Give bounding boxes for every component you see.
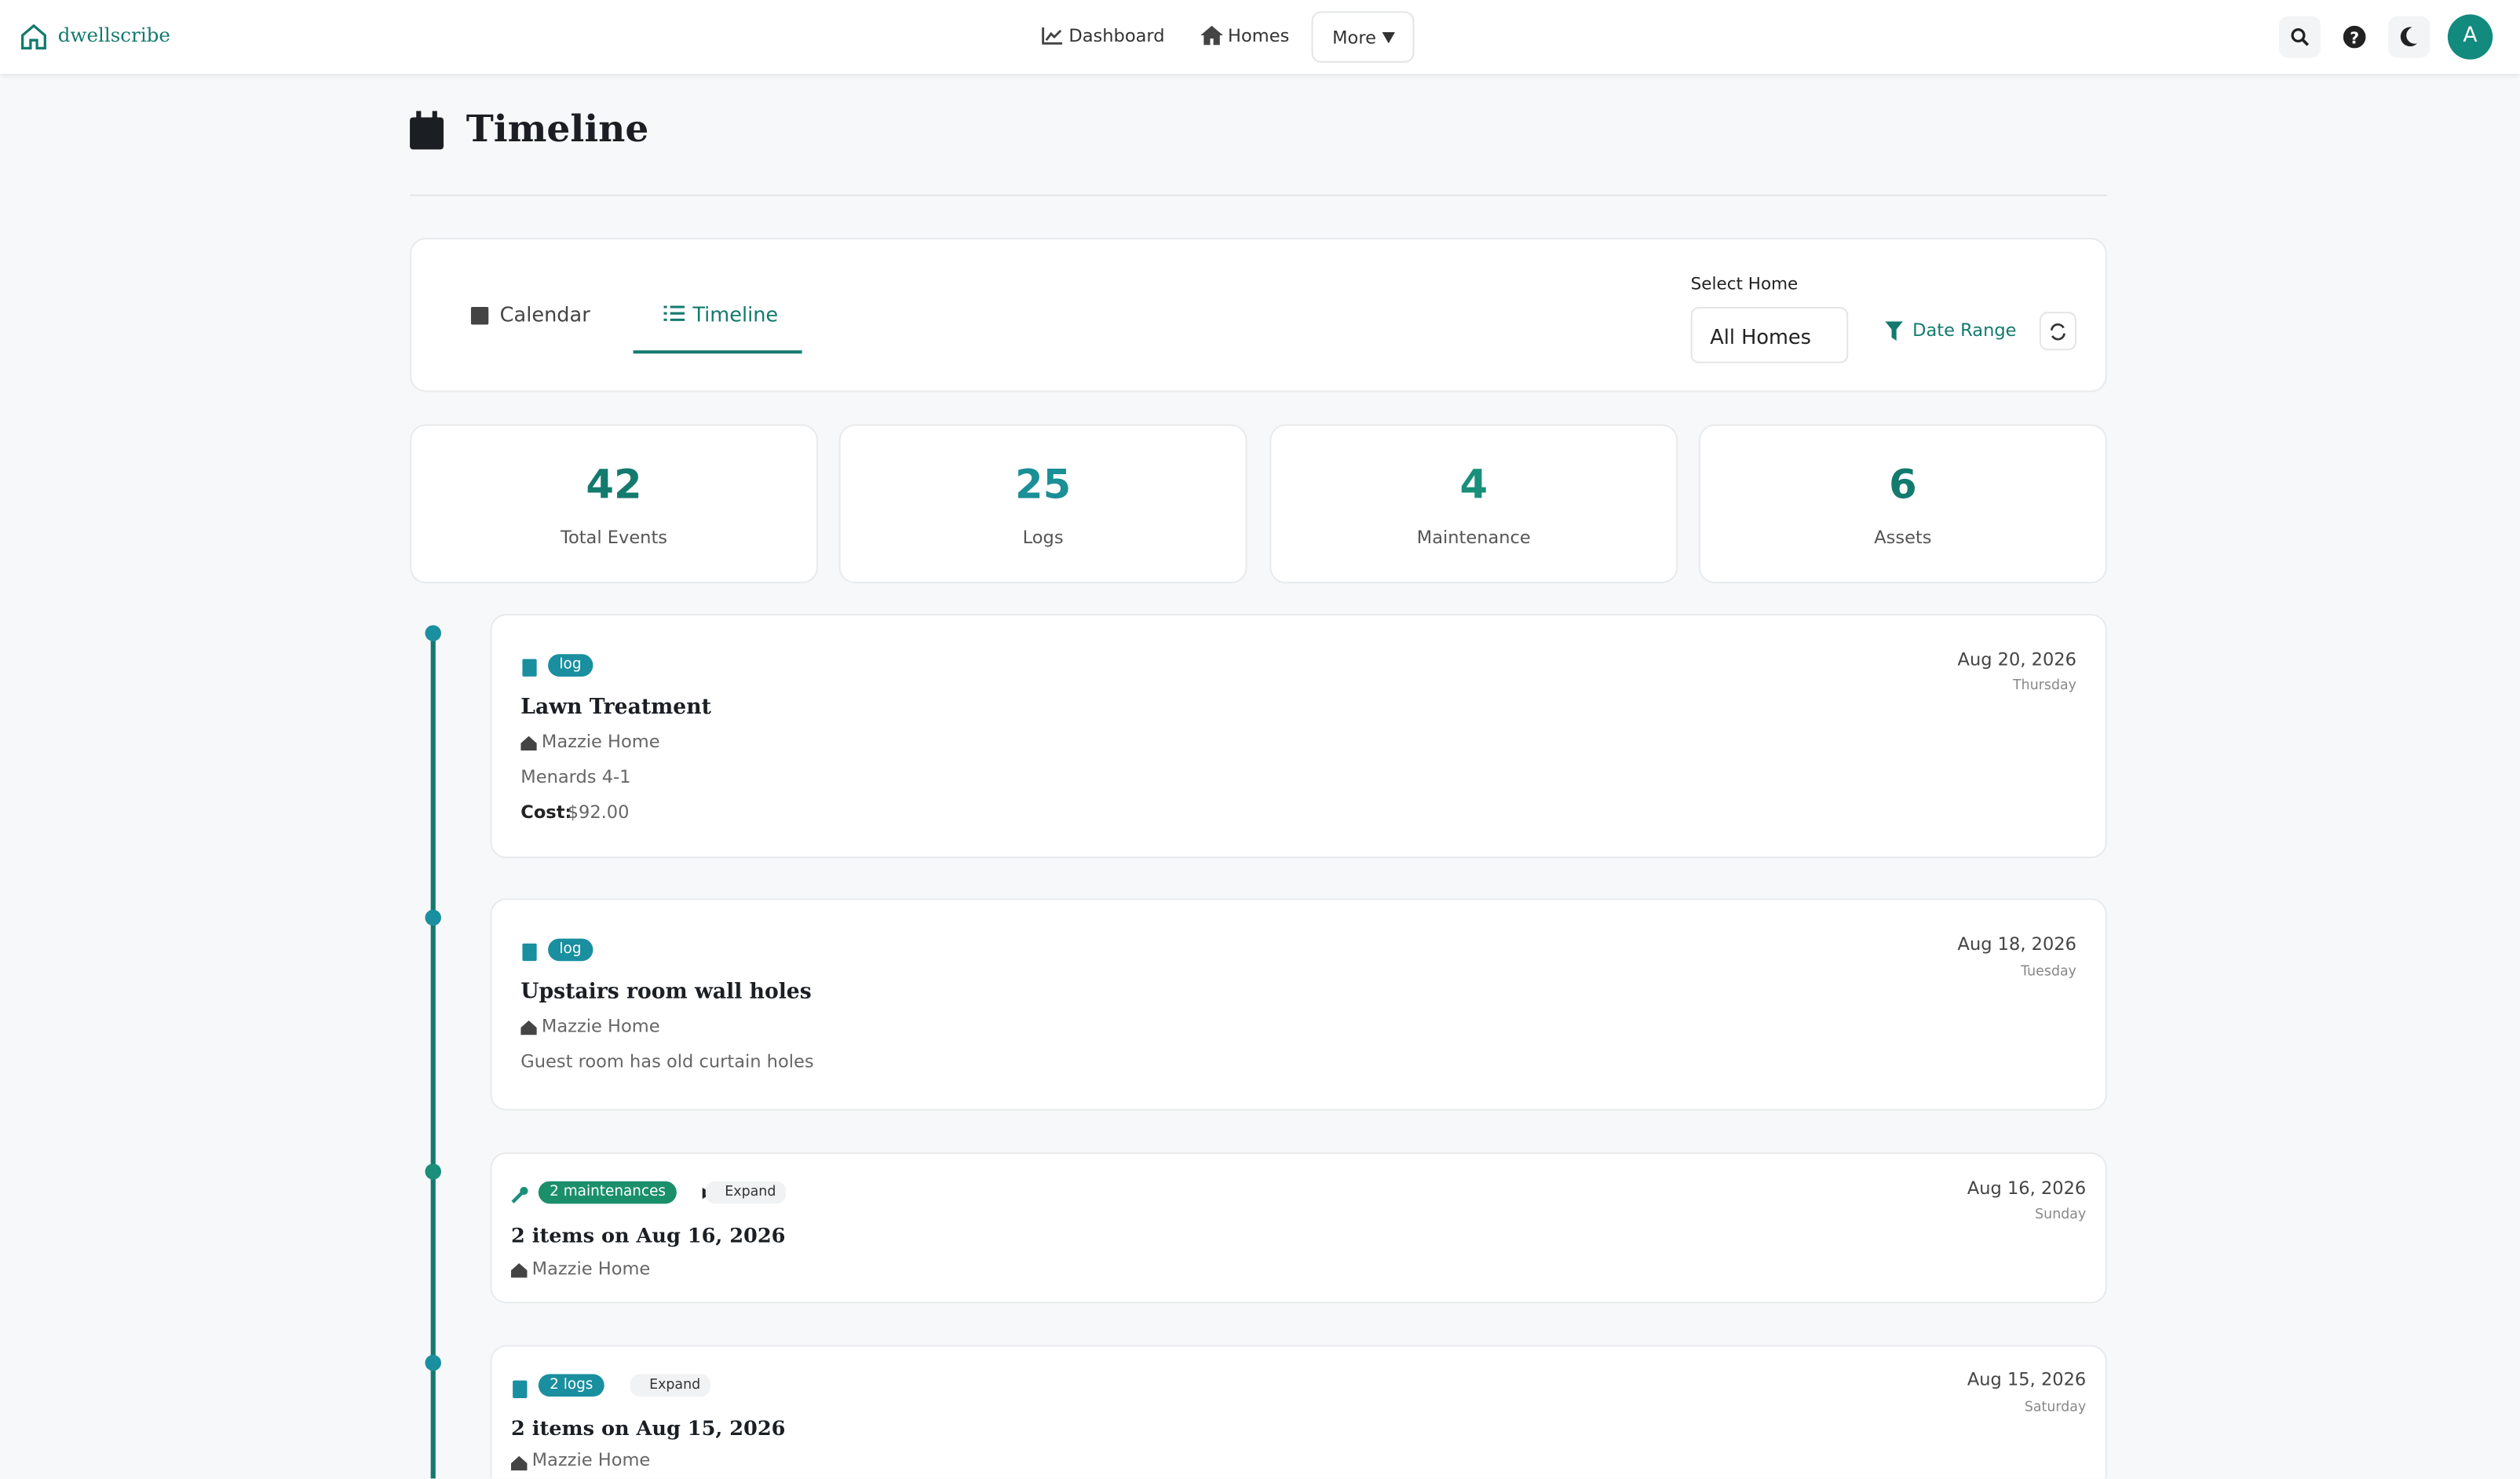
badge: log — [548, 654, 593, 677]
event-weekday: Sunday — [2035, 1207, 2087, 1223]
avatar[interactable]: A — [2447, 14, 2493, 60]
title-icon — [410, 111, 444, 150]
badge: 2 maintenances — [538, 1181, 677, 1204]
event-home: Mazzie Home — [541, 1015, 660, 1037]
badge: log — [548, 938, 593, 962]
stat-card: 42 Total Events — [410, 424, 819, 584]
select-label: Select Home — [1690, 275, 1799, 294]
icon — [663, 305, 685, 321]
tab[interactable]: Calendar — [499, 301, 590, 327]
home-select[interactable]: All Homes — [1690, 307, 1849, 363]
icon — [470, 307, 489, 325]
event-date: Aug 20, 2026 — [1957, 649, 2076, 670]
event-card[interactable]: 2 logs Expand 2 items on Aug 15, 2026 Ma… — [490, 1345, 2107, 1479]
timeline-dots — [425, 625, 441, 1371]
refresh-button[interactable] — [2039, 312, 2076, 351]
caret — [1382, 31, 1395, 44]
stat-label: Assets — [1874, 527, 1932, 549]
icon — [520, 736, 537, 751]
icon — [522, 943, 537, 962]
brand-icon — [21, 24, 46, 50]
event-home: Mazzie Home — [531, 1449, 651, 1471]
nav-link[interactable]: Homes — [1228, 25, 1290, 47]
page-title: Timeline — [466, 108, 649, 152]
event-title: Upstairs room wall holes — [520, 980, 812, 1005]
navbar: dwellscribe Dashboard Homes More ? A — [0, 0, 2520, 75]
icon — [511, 1263, 528, 1278]
event-date: Aug 18, 2026 — [1957, 933, 2076, 955]
theme-button[interactable] — [2388, 16, 2431, 58]
icon — [1200, 25, 1223, 46]
icon — [511, 1186, 528, 1203]
svg-text:?: ? — [2350, 28, 2359, 47]
stat-label: Logs — [1022, 527, 1064, 549]
more-button[interactable]: More — [1311, 11, 1415, 63]
select-value: All Homes — [1710, 324, 1812, 349]
event-description: Guest room has old curtain holes — [520, 1050, 814, 1072]
expand-button[interactable]: Expand — [630, 1374, 710, 1397]
stat-value: 6 — [1889, 461, 1917, 508]
event-date: Aug 16, 2026 — [1967, 1178, 2087, 1200]
cost: $92.00 — [567, 802, 630, 823]
stat-value: 25 — [1014, 461, 1072, 508]
help-button[interactable]: ? — [2343, 25, 2366, 49]
stat-label: Total Events — [561, 527, 668, 549]
event-weekday: Thursday — [2013, 677, 2076, 695]
brand[interactable]: dwellscribe — [57, 24, 170, 47]
badge: 2 logs — [538, 1374, 604, 1397]
divider — [410, 194, 2107, 196]
expand-button[interactable]: Expand — [705, 1181, 786, 1204]
icon — [511, 1455, 528, 1471]
stat-value: 42 — [586, 461, 642, 508]
event-card[interactable]: log Lawn Treatment Mazzie Home Menards 4… — [490, 614, 2107, 859]
event-home: Mazzie Home — [541, 731, 660, 753]
event-description: Menards 4-1 — [520, 766, 631, 788]
date-range-button[interactable]: Date Range — [1912, 320, 2017, 341]
stat-value: 4 — [1459, 461, 1488, 508]
event-card[interactable]: 2 maintenances Expand 2 items on Aug 16,… — [490, 1152, 2107, 1304]
stat-card: 25 Logs — [838, 424, 1247, 584]
event-title: 2 items on Aug 15, 2026 — [511, 1415, 786, 1441]
icon — [520, 1020, 537, 1035]
event-title: 2 items on Aug 16, 2026 — [511, 1222, 786, 1247]
icon — [1885, 321, 1903, 341]
event-card[interactable]: log Upstairs room wall holes Mazzie Home… — [490, 898, 2107, 1111]
event-weekday: Tuesday — [2021, 964, 2076, 981]
filter-card: Calendar Timeline Select Home All Homes … — [410, 237, 2107, 393]
nav-link[interactable]: Dashboard — [1068, 25, 1165, 47]
event-home: Mazzie Home — [531, 1258, 651, 1280]
icon — [1042, 27, 1063, 45]
cost-label: Cost: — [520, 802, 572, 823]
more-label: More — [1332, 27, 1376, 49]
event-weekday: Saturday — [2024, 1400, 2087, 1416]
tab-active[interactable]: Timeline — [692, 301, 779, 327]
event-date: Aug 15, 2026 — [1967, 1369, 2087, 1390]
event-title: Lawn Treatment — [520, 696, 711, 721]
search-button[interactable] — [2278, 16, 2321, 58]
stat-card: 6 Assets — [1698, 424, 2107, 584]
tab-underline — [633, 350, 802, 354]
stat-card: 4 Maintenance — [1269, 424, 1678, 584]
icon — [513, 1380, 528, 1399]
icon — [522, 659, 537, 677]
stat-label: Maintenance — [1416, 527, 1531, 549]
timeline-line — [430, 633, 436, 1479]
